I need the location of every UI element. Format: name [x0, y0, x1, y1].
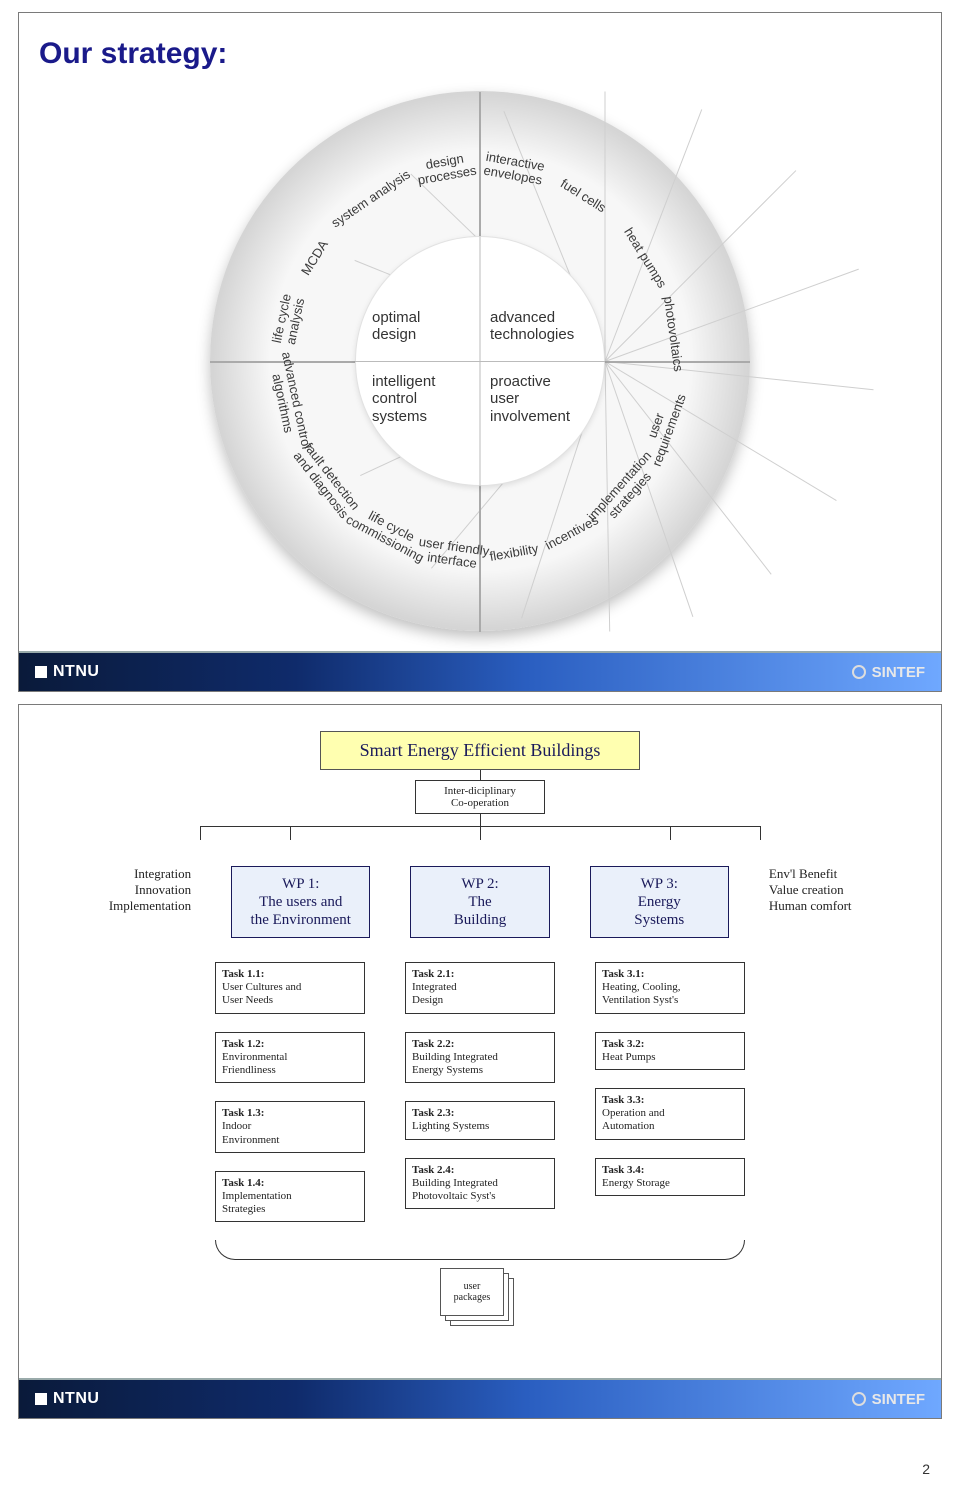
task-box: Task 3.3:Operation andAutomation	[595, 1088, 745, 1140]
task-box: Task 2.3:Lighting Systems	[405, 1101, 555, 1139]
slide-footer: NTNU SINTEF	[19, 1378, 941, 1418]
core-optimal-design: optimaldesign	[372, 309, 482, 344]
slide-footer: NTNU SINTEF	[19, 651, 941, 691]
task-box: Task 1.1:User Cultures andUser Needs	[215, 962, 365, 1014]
kw-human-comfort: Human comfort	[769, 898, 907, 914]
sintef-logo: SINTEF	[852, 664, 925, 681]
ntnu-logo: NTNU	[35, 1390, 99, 1408]
task-box: Task 3.4:Energy Storage	[595, 1158, 745, 1196]
task-box: Task 1.2:EnvironmentalFriendliness	[215, 1032, 365, 1084]
user-packages-icon: userpackages	[440, 1268, 520, 1328]
slide-org-chart: Smart Energy Efficient Buildings Inter-d…	[18, 704, 942, 1419]
task-box: Task 2.4:Building IntegratedPhotovoltaic…	[405, 1158, 555, 1210]
ntnu-logo: NTNU	[35, 663, 99, 681]
sintef-logo: SINTEF	[852, 1391, 925, 1408]
kw-implementation: Implementation	[53, 898, 191, 914]
slide-title: Our strategy:	[39, 37, 927, 71]
sintef-text: SINTEF	[872, 664, 925, 681]
left-keywords: Integration Innovation Implementation	[53, 866, 191, 914]
task-column-2: Task 2.1:IntegratedDesign Task 2.2:Buildi…	[405, 962, 555, 1222]
task-box: Task 2.1:IntegratedDesign	[405, 962, 555, 1014]
slide-strategy: Our strategy: optimaldesign advancedtech…	[18, 12, 942, 692]
task-column-3: Task 3.1:Heating, Cooling,Ventilation Sy…	[595, 962, 745, 1222]
ntnu-icon	[35, 666, 47, 678]
program-title-box: Smart Energy Efficient Buildings	[320, 731, 640, 770]
ntnu-icon	[35, 1393, 47, 1405]
task-box: Task 2.2:Building IntegratedEnergy Syste…	[405, 1032, 555, 1084]
right-keywords: Env'l Benefit Value creation Human comfo…	[769, 866, 907, 914]
interdisciplinary-box: Inter-diciplinaryCo-operation	[415, 780, 545, 814]
task-box: Task 1.4:ImplementationStrategies	[215, 1171, 365, 1223]
kw-innovation: Innovation	[53, 882, 191, 898]
wp3-box: WP 3:EnergySystems	[590, 866, 729, 938]
wp1-box: WP 1:The users andthe Environment	[231, 866, 370, 938]
task-box: Task 1.3:IndoorEnvironment	[215, 1101, 365, 1153]
core-proactive-user: proactiveuserinvolvement	[490, 373, 600, 425]
kw-env-benefit: Env'l Benefit	[769, 866, 907, 882]
core-advanced-tech: advancedtechnologies	[490, 309, 600, 344]
page-number: 2	[0, 1431, 960, 1487]
sintef-icon	[852, 1392, 866, 1406]
sintef-icon	[852, 665, 866, 679]
user-packages-label: userpackages	[440, 1268, 504, 1316]
ntnu-text: NTNU	[53, 663, 99, 681]
strategy-wheel: optimaldesign advancedtechnologies intel…	[200, 81, 760, 641]
task-box: Task 3.2:Heat Pumps	[595, 1032, 745, 1070]
task-column-1: Task 1.1:User Cultures andUser Needs Task…	[215, 962, 365, 1222]
wp2-box: WP 2:TheBuilding	[410, 866, 549, 938]
brace	[215, 1240, 745, 1260]
task-box: Task 3.1:Heating, Cooling,Ventilation Sy…	[595, 962, 745, 1014]
kw-value-creation: Value creation	[769, 882, 907, 898]
wp-row: Integration Innovation Implementation WP…	[53, 866, 907, 938]
core-intelligent-control: intelligentcontrolsystems	[372, 373, 482, 425]
kw-integration: Integration	[53, 866, 191, 882]
tasks-grid: Task 1.1:User Cultures andUser Needs Task…	[53, 962, 907, 1222]
